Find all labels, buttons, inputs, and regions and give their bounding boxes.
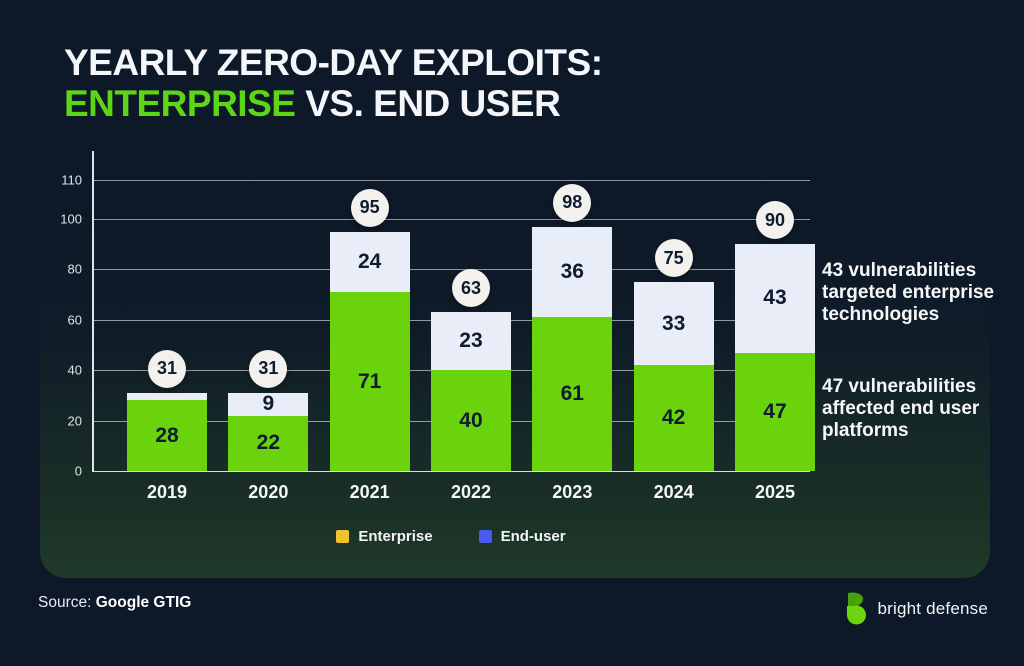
y-axis-tick-label: 60 <box>67 312 82 328</box>
bar-segment-green: 22 <box>228 415 309 471</box>
gridline-80 <box>92 269 810 271</box>
total-badge: 98 <box>553 183 592 222</box>
total-badge: 75 <box>654 239 693 277</box>
legend-item-end-user: End-user <box>478 528 566 545</box>
legend-label: End-user <box>500 528 566 545</box>
bar-segment-white: 23 <box>430 312 511 371</box>
title-line2: ENTERPRISE VS. END USER <box>64 83 603 124</box>
bar-segment-green: 28 <box>127 400 207 471</box>
x-axis-label: 2024 <box>653 482 694 502</box>
bar-segment-white <box>127 392 207 401</box>
brand-logo-text: bright defense <box>877 598 988 618</box>
chart-panel: 0 20 40 60 80 100 110 28 31 2019 22 9 31 2020 71 24 95 20… <box>40 140 994 578</box>
title-line1: YEARLY ZERO-DAY EXPLOITS: <box>64 42 603 83</box>
gridline-100 <box>92 219 810 220</box>
legend-swatch <box>478 530 492 543</box>
source-line: Source: Google GTIG <box>38 594 191 612</box>
brand-logo-icon <box>845 592 868 625</box>
total-badge: 63 <box>451 269 490 308</box>
source-name: Google GTIG <box>95 594 192 611</box>
bar-segment-green: 61 <box>532 317 613 471</box>
legend-swatch <box>336 530 350 543</box>
bar-segment-green: 71 <box>329 292 410 471</box>
bar-segment-green: 40 <box>430 370 511 471</box>
x-axis-label: 2022 <box>450 482 491 502</box>
x-axis-label: 2021 <box>349 482 390 502</box>
y-axis-tick-label: 0 <box>74 463 82 479</box>
bar-segment-green: 47 <box>734 352 815 471</box>
title-vs-end-user: VS. END USER <box>295 83 561 124</box>
x-axis-label: 2025 <box>754 482 795 502</box>
x-axis-label: 2020 <box>248 482 289 502</box>
title-enterprise: ENTERPRISE <box>64 83 296 124</box>
y-axis-tick-label: 80 <box>67 261 82 277</box>
total-badge: 31 <box>249 349 288 388</box>
total-badge: 90 <box>755 201 794 240</box>
gridline-0 <box>92 471 810 472</box>
bar-segment-green: 42 <box>633 365 714 471</box>
source-label: Source: <box>38 594 96 611</box>
plot-area: 0 20 40 60 80 100 110 28 31 2019 22 9 31 2020 71 24 95 20… <box>40 140 990 578</box>
total-badge: 31 <box>148 349 186 388</box>
annotation-enterprise: 43 vulnerabilities targeted enterprise t… <box>822 260 995 325</box>
total-badge: 95 <box>350 188 389 227</box>
legend-label: Enterprise <box>358 528 433 545</box>
y-axis-tick-label: 100 <box>60 211 82 227</box>
x-axis-label: 2023 <box>552 482 593 502</box>
bar-segment-white: 24 <box>329 231 410 293</box>
chart-title: YEARLY ZERO-DAY EXPLOITS: ENTERPRISE VS.… <box>64 42 603 124</box>
bar-segment-white: 43 <box>734 244 815 353</box>
y-axis-tick-label: 110 <box>61 172 82 188</box>
bar-segment-white: 36 <box>532 226 613 318</box>
legend-item-enterprise: Enterprise <box>336 528 433 545</box>
bar-segment-white: 33 <box>633 282 714 366</box>
x-axis-label: 2019 <box>146 482 188 502</box>
annotation-enduser: 47 vulnerabilities affected end user pla… <box>822 376 980 441</box>
legend: Enterprise End-user <box>92 528 810 545</box>
y-axis-line <box>92 151 94 472</box>
bar-segment-white: 9 <box>228 392 309 416</box>
brand-logo: bright defense <box>845 592 988 625</box>
gridline-110 <box>92 180 810 181</box>
y-axis-tick-label: 20 <box>67 413 82 429</box>
y-axis-tick-label: 40 <box>67 362 82 378</box>
